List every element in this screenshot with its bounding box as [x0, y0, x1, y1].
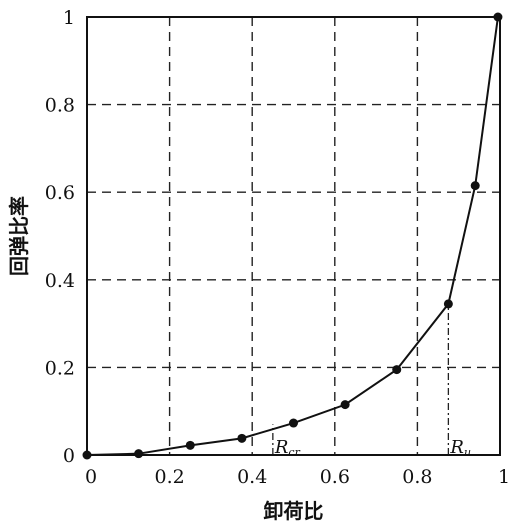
data-point [340, 400, 350, 410]
data-point [289, 418, 298, 428]
data-point [392, 365, 402, 375]
y-tick-label: 0.6 [45, 182, 75, 204]
data-point [134, 449, 144, 459]
y-tick-label: 1 [63, 7, 75, 29]
data-point [237, 433, 247, 443]
annotation-subscript-R_u: u [464, 446, 471, 459]
y-tick-label: 0.8 [45, 95, 75, 117]
data-point [443, 299, 453, 309]
annotation-lines [272, 303, 450, 455]
x-tick-label: 0 [85, 466, 97, 488]
x-tick-label: 1 [498, 466, 510, 488]
data-point [470, 181, 480, 191]
y-tick-labels: 0 0.2 0.4 0.6 0.8 1 [45, 7, 75, 467]
series-line [86, 16, 499, 456]
x-axis-title: 卸荷比 [264, 499, 324, 523]
x-tick-label: 0.4 [237, 466, 267, 488]
data-point [185, 440, 195, 450]
annotation-subscript-R_cr: cr [288, 446, 300, 459]
x-tick-label: 0.6 [320, 466, 350, 488]
series [82, 12, 503, 460]
data-point [493, 12, 503, 22]
x-tick-label: 0.2 [154, 466, 184, 488]
y-tick-label: 0 [63, 445, 75, 467]
x-tick-label: 0.8 [402, 466, 432, 488]
y-tick-label: 0.4 [45, 270, 75, 292]
grid-lines [87, 17, 500, 455]
data-point [82, 450, 92, 460]
annotation-label-R_cr: Rcr [274, 437, 301, 459]
plot-frame [86, 16, 501, 456]
x-tick-labels: 0 0.2 0.4 0.6 0.8 1 [85, 466, 510, 488]
y-tick-label: 0.2 [45, 357, 75, 379]
annotation-label-R_u: Ru [449, 437, 471, 459]
y-axis-title: 回弹比率 [7, 196, 31, 276]
